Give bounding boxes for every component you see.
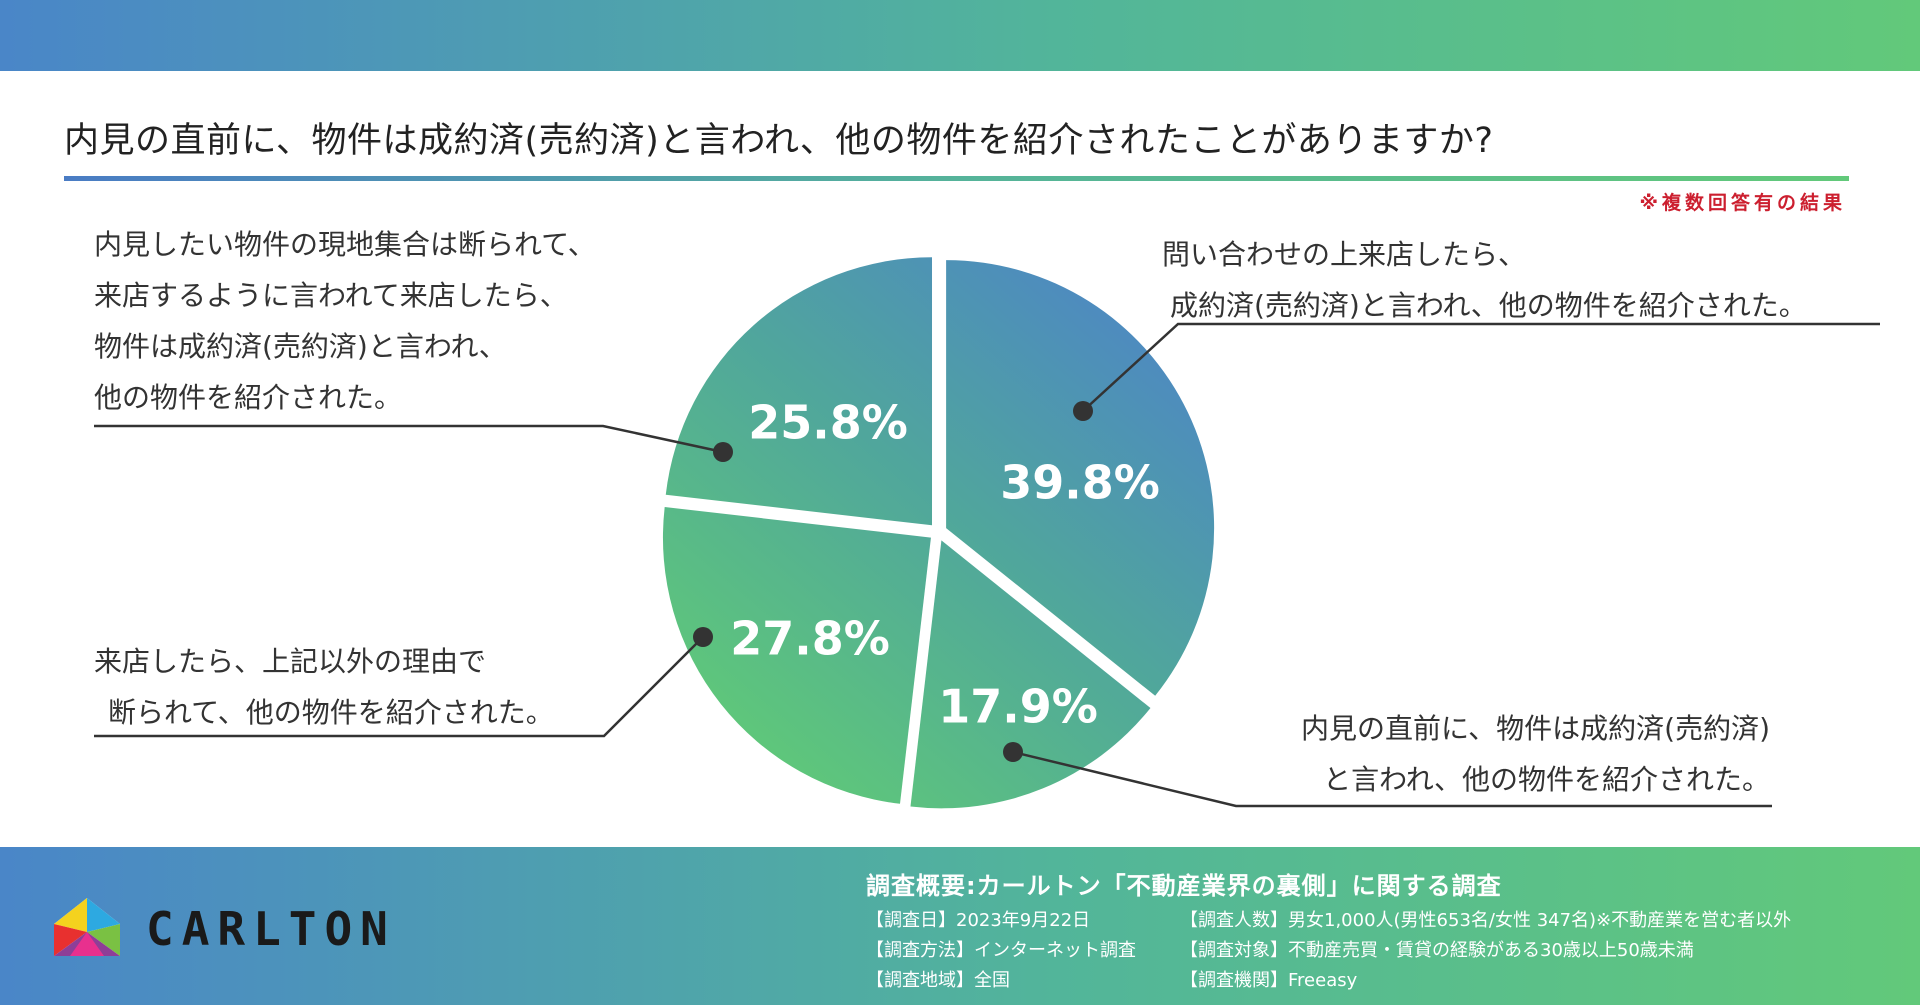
slice-percent-label: 39.8%: [1000, 456, 1160, 510]
pie-slice: [946, 260, 1215, 696]
leader-dot: [1073, 401, 1093, 421]
title-underline: [64, 176, 1849, 181]
survey-method: 【調査方法】インターネット調査: [866, 940, 1136, 961]
slice-percent-label: 27.8%: [730, 612, 890, 666]
slice-description-line: 他の物件を紹介された。: [94, 381, 403, 414]
slice-description-line: 物件は成約済(売約済)と言われ、: [94, 330, 507, 363]
survey-heading: 調査概要:カールトン「不動産業界の裏側」に関する調査: [866, 872, 1502, 900]
top-banner: [0, 0, 1920, 71]
page-title: 内見の直前に、物件は成約済(売約済)と言われ、他の物件を紹介されたことがあります…: [64, 121, 1494, 161]
slice-description-line: 問い合わせの上来店したら、: [1162, 238, 1527, 271]
pie-slice: [665, 257, 933, 526]
leader-dot: [1003, 742, 1023, 762]
pie-slice: [910, 540, 1151, 809]
slice-percent-label: 25.8%: [748, 396, 908, 450]
slice-description: 問い合わせの上来店したら、成約済(売約済)と言われ、他の物件を紹介された。: [1162, 229, 1807, 331]
slice-description-line: 来店したら、上記以外の理由で: [94, 645, 487, 678]
leader-line: [1082, 322, 1880, 412]
leader-line: [1012, 750, 1772, 808]
leader-line: [94, 424, 724, 454]
leader-dot: [713, 442, 733, 462]
leader-line: [94, 636, 704, 738]
survey-target: 【調査対象】不動産売買・賃貸の経験がある30歳以上50歳未満: [1180, 940, 1694, 961]
pie-slice: [662, 507, 931, 804]
slice-description-line: と言われ、他の物件を紹介された。: [1323, 763, 1770, 796]
slice-description-line: 来店するように言われて来店したら、: [94, 279, 568, 312]
carlton-logo-icon: [54, 898, 120, 956]
slice-description: 内見の直前に、物件は成約済(売約済) と言われ、他の物件を紹介された。: [1301, 703, 1770, 805]
slice-description: 内見したい物件の現地集合は断られて、 来店するように言われて来店したら、 物件は成約…: [94, 219, 596, 423]
slice-description-line: 内見の直前に、物件は成約済(売約済): [1300, 712, 1770, 745]
leader-dot: [693, 627, 713, 647]
slice-description-line: 成約済(売約済)と言われ、他の物件を紹介された。: [1170, 289, 1807, 322]
slice-description: 来店したら、上記以外の理由で断られて、他の物件を紹介された。: [94, 636, 554, 738]
slice-description-line: 断られて、他の物件を紹介された。: [108, 696, 554, 729]
logo-wordmark: CARLTON: [146, 902, 396, 956]
multiple-answer-note: ※複数回答有の結果: [1639, 192, 1846, 214]
footer-banner: [0, 847, 1920, 1005]
pie-chart: 39.8% 17.9% 27.8% 25.8%: [94, 257, 1880, 809]
survey-date: 【調査日】2023年9月22日: [866, 910, 1091, 931]
survey-respondents: 【調査人数】男女1,000人(男性653名/女性 347名)※不動産業を営む者以…: [1180, 910, 1792, 931]
survey-region: 【調査地域】全国: [866, 970, 1010, 991]
slice-percent-label: 17.9%: [938, 680, 1098, 734]
slice-description-line: 内見したい物件の現地集合は断られて、: [94, 228, 596, 261]
survey-agency: 【調査機関】Freeasy: [1180, 970, 1358, 991]
